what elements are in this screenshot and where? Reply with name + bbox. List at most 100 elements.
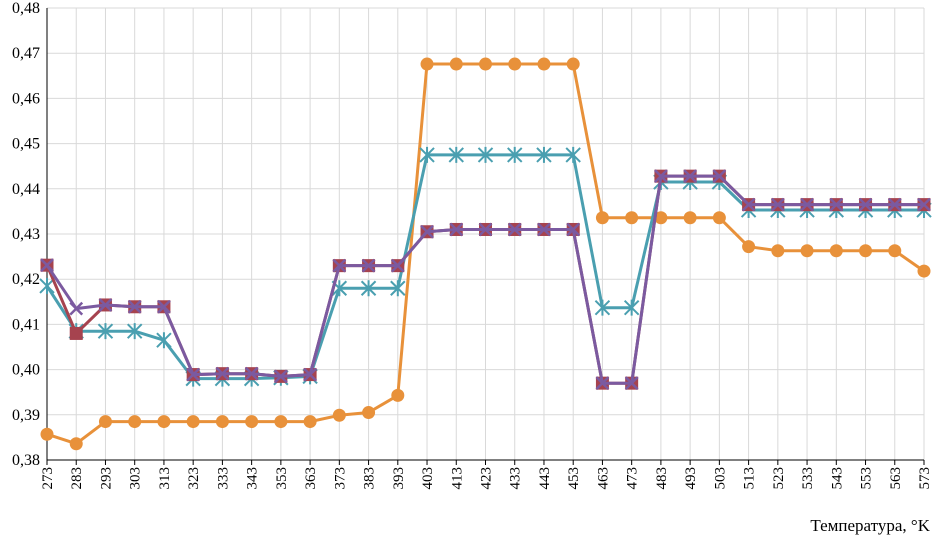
series-4-point bbox=[361, 258, 376, 273]
y-axis-tick-labels: 0,38 0,39 0,40 0,41 0,42 0,43 0,44 0,45 0,46 0,47… bbox=[12, 0, 40, 469]
series-2-point bbox=[390, 280, 406, 297]
x-tick-label: 373 bbox=[332, 467, 348, 490]
series-1-point bbox=[215, 415, 229, 429]
series-4-point bbox=[420, 224, 434, 239]
series-4-point bbox=[244, 366, 259, 381]
series-4-point bbox=[683, 169, 698, 184]
series-1-point bbox=[888, 244, 902, 258]
series-1-point bbox=[362, 406, 376, 420]
y-tick-label: 0,44 bbox=[12, 181, 40, 198]
series-4-point bbox=[712, 169, 727, 184]
y-tick-label: 0,46 bbox=[12, 90, 40, 107]
series-4-point bbox=[887, 197, 902, 212]
series-1-point bbox=[771, 244, 785, 258]
x-tick-label: 553 bbox=[859, 467, 875, 490]
series-1-point bbox=[274, 415, 288, 429]
series-4-point bbox=[507, 222, 522, 237]
x-tick-label: 443 bbox=[537, 467, 553, 490]
series-2-point bbox=[39, 277, 55, 294]
series-1-point bbox=[800, 244, 814, 258]
series-1-point bbox=[683, 211, 697, 225]
data-series bbox=[39, 57, 932, 451]
series-2-point bbox=[419, 146, 435, 163]
x-tick-label: 473 bbox=[625, 467, 641, 490]
x-tick-label: 403 bbox=[420, 467, 436, 490]
series-1-point bbox=[508, 57, 522, 71]
series-4-point bbox=[127, 299, 142, 314]
series-4-point bbox=[654, 169, 668, 184]
x-axis-title: Температура, °K bbox=[810, 516, 930, 535]
series-1-point bbox=[917, 264, 931, 278]
series-4-point bbox=[98, 298, 113, 312]
y-tick-label: 0,43 bbox=[12, 226, 40, 243]
series-2-point bbox=[448, 146, 464, 163]
y-tick-label: 0,39 bbox=[12, 407, 40, 424]
series-2-point bbox=[594, 299, 611, 316]
series-4-point bbox=[40, 258, 54, 273]
series-4 bbox=[40, 169, 931, 391]
y-tick-label: 0,48 bbox=[12, 0, 40, 17]
series-1-point bbox=[859, 244, 873, 258]
series-4-point bbox=[390, 258, 405, 273]
series-4-point bbox=[332, 258, 347, 273]
series-4-point bbox=[303, 367, 317, 382]
series-1-point bbox=[449, 57, 463, 71]
x-tick-label: 503 bbox=[712, 467, 728, 490]
y-tick-label: 0,47 bbox=[12, 45, 40, 62]
series-1-point bbox=[157, 415, 171, 429]
x-tick-label: 413 bbox=[449, 467, 465, 490]
x-tick-label: 313 bbox=[157, 467, 173, 490]
x-tick-label: 363 bbox=[303, 467, 319, 490]
series-1-point bbox=[186, 415, 200, 429]
series-4-point bbox=[741, 197, 756, 212]
x-axis-tick-labels: 273 283 293 303 313 323 333 343 353 363 373 383 393 4… bbox=[40, 467, 933, 490]
series-1-point bbox=[566, 57, 580, 71]
x-tick-label: 433 bbox=[508, 467, 524, 490]
series-2-point bbox=[536, 146, 552, 163]
series-1-point bbox=[40, 427, 54, 441]
x-tick-label: 573 bbox=[917, 467, 933, 490]
series-2-point bbox=[477, 146, 494, 163]
x-tick-label: 383 bbox=[362, 467, 378, 490]
series-1-point bbox=[654, 211, 668, 225]
y-tick-label: 0,42 bbox=[12, 271, 40, 288]
x-tick-label: 343 bbox=[245, 467, 261, 490]
series-4-point bbox=[566, 222, 581, 237]
x-tick-label: 423 bbox=[479, 467, 495, 490]
series-1-point bbox=[98, 415, 112, 429]
series-1-point bbox=[128, 415, 142, 429]
series-1-point bbox=[625, 211, 639, 225]
y-tick-label: 0,45 bbox=[12, 136, 40, 153]
series-1-point bbox=[537, 57, 551, 71]
series-4-point bbox=[69, 301, 84, 316]
x-tick-label: 513 bbox=[742, 467, 758, 490]
y-tick-label: 0,38 bbox=[12, 452, 40, 469]
x-tick-label: 523 bbox=[771, 467, 787, 490]
y-tick-label: 0,41 bbox=[12, 316, 40, 333]
series-1-point bbox=[69, 437, 83, 451]
x-tick-label: 333 bbox=[215, 467, 231, 490]
x-tick-label: 273 bbox=[40, 467, 56, 490]
series-1-point bbox=[391, 388, 405, 402]
axes bbox=[46, 8, 925, 465]
x-tick-label: 393 bbox=[391, 467, 407, 490]
y-tick-label: 0,40 bbox=[12, 362, 40, 379]
x-tick-label: 483 bbox=[654, 467, 670, 490]
series-4-point bbox=[186, 367, 201, 382]
series-1-point bbox=[420, 57, 434, 71]
series-2-point bbox=[97, 323, 114, 340]
series-4-point bbox=[595, 376, 610, 391]
series-2-point bbox=[565, 146, 581, 163]
series-2-point bbox=[126, 323, 143, 340]
x-tick-label: 323 bbox=[186, 467, 202, 490]
x-tick-label: 533 bbox=[800, 467, 816, 490]
series-4-point bbox=[917, 197, 931, 212]
x-tick-label: 283 bbox=[69, 467, 85, 490]
series-1-point bbox=[245, 415, 259, 429]
series-3-point bbox=[69, 326, 83, 340]
series-1-point bbox=[332, 408, 346, 422]
x-tick-label: 543 bbox=[829, 467, 845, 490]
series-4-point bbox=[273, 369, 288, 384]
series-1 bbox=[40, 57, 931, 451]
